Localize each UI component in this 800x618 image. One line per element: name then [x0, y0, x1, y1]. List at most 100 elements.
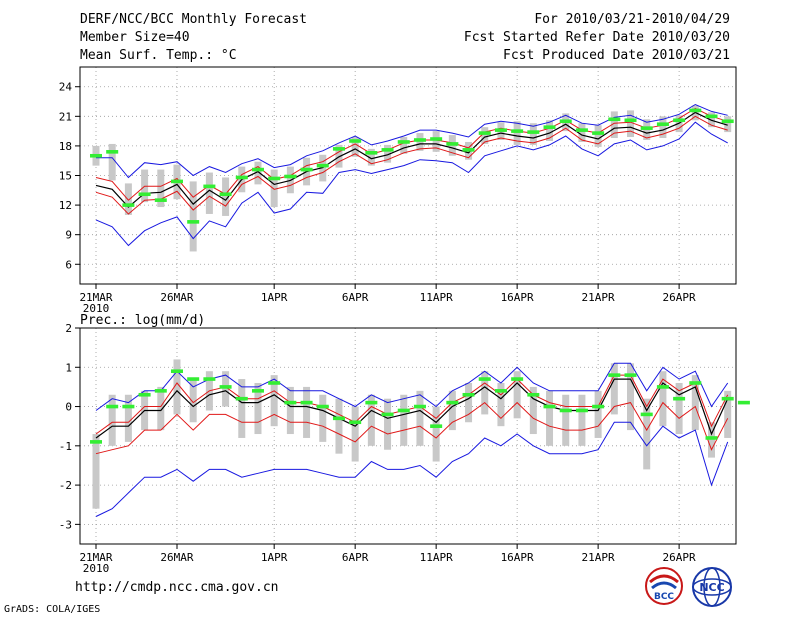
temp-range-bar: [270, 169, 278, 208]
temp-range-bar: [124, 183, 132, 215]
prec-range-bar: [529, 386, 537, 435]
temp-range-bar: [724, 116, 732, 133]
prec-range-bar: [222, 371, 230, 407]
temp-xtick-label: 6APR: [342, 291, 369, 304]
temp-observed-mark: [494, 128, 507, 132]
prec-observed-mark: [268, 381, 281, 385]
temp-ytick-label: 6: [65, 258, 72, 271]
temp-observed-mark: [527, 130, 540, 134]
temp-range-bar: [627, 110, 635, 138]
temp-range-bar: [432, 131, 440, 152]
temp-observed-mark: [559, 119, 572, 124]
temp-line-ensemble-mean: [95, 111, 728, 208]
temp-range-bar: [205, 172, 213, 214]
temp-range-bar: [578, 123, 586, 142]
prec-observed-mark: [478, 377, 491, 381]
prec-range-bar: [286, 386, 294, 435]
temp-observed-mark: [284, 174, 297, 179]
temp-line-blue-lower: [95, 121, 728, 247]
temp-line-blue-upper: [96, 103, 728, 179]
prec-observed-mark: [575, 408, 588, 413]
prec-xtick-label: 21MAR: [79, 551, 112, 564]
temp-observed-mark: [251, 167, 264, 172]
prec-line-ensemble-mean: [95, 378, 729, 439]
prec-observed-mark: [349, 420, 362, 425]
temp-observed-mark: [640, 126, 653, 130]
prec-observed-mark: [332, 416, 345, 421]
temp-range-bar: [659, 116, 667, 139]
temp-range-bar: [157, 169, 165, 208]
temp-observed-mark: [592, 131, 605, 135]
temperature-panel: 6 9 12 15 18 21 24 21MAR 26MAR 1APR 6APR 11APR 16APR…: [59, 66, 737, 315]
temp-observed-mark: [316, 163, 329, 168]
temp-xtick-label: 26APR: [663, 291, 696, 304]
temp-year-label: 2010: [83, 302, 110, 315]
prec-observed-mark: [559, 408, 572, 413]
temp-observed-mark: [689, 108, 702, 113]
temp-xtick-label: 1APR: [261, 291, 288, 304]
prec-observed-mark: [235, 396, 248, 401]
grads-credit: GrADS: COLA/IGES: [4, 604, 101, 615]
prec-ytick-label: 1: [65, 361, 72, 374]
prec-observed-mark: [705, 436, 718, 440]
prec-range-bar: [513, 371, 521, 419]
temp-observed-mark: [106, 150, 119, 154]
temp-range-bar: [254, 161, 262, 185]
prec-range-bar: [351, 406, 359, 462]
temp-range-bar: [351, 137, 359, 157]
ncc-logo-text: NCC: [699, 581, 724, 594]
temp-observed-mark: [430, 137, 443, 141]
prec-observed-mark: [90, 440, 102, 444]
prec-range-bar: [497, 382, 505, 427]
temp-ytick-label: 12: [59, 199, 72, 212]
prec-range-bar: [157, 386, 165, 431]
temp-observed-mark: [397, 140, 410, 144]
prec-observed-mark: [413, 404, 426, 409]
prec-observed-mark: [446, 400, 459, 405]
temp-ytick-label: 24: [59, 81, 73, 94]
prec-range-bar: [238, 379, 246, 438]
temp-ytick-label: 21: [59, 110, 72, 123]
prec-xtick-label: 16APR: [501, 551, 534, 564]
temp-ytick-label: 9: [65, 229, 72, 242]
prec-range-bar: [627, 363, 635, 431]
prec-range-bar: [643, 398, 651, 470]
temp-range-bar: [189, 181, 197, 252]
prec-range-bar: [124, 394, 132, 442]
prec-observed-mark: [494, 389, 507, 393]
prec-line-blue-upper: [95, 362, 729, 411]
prec-range-bar: [432, 406, 440, 462]
prec-observed-mark: [122, 404, 135, 409]
temp-observed-mark: [170, 179, 183, 184]
prec-observed-mark: [170, 369, 183, 373]
prec-xtick-label: 1APR: [261, 551, 288, 564]
prec-range-bar: [400, 394, 408, 446]
temp-observed-mark: [673, 118, 686, 123]
prec-year-label: 2010: [83, 562, 110, 575]
temp-xtick-label: 16APR: [501, 291, 534, 304]
prec-range-bar: [578, 394, 586, 446]
prec-observed-mark: [381, 412, 394, 417]
temp-observed-mark: [575, 128, 588, 132]
forecast-period: For 2010/03/21-2010/04/29: [534, 12, 730, 27]
precipitation-panel: -3 -2 -1 0 1 2 21MAR 26MAR 1APR 6APR 11APR 16APR 21A…: [59, 322, 750, 575]
website-url[interactable]: http://cmdp.ncc.cma.gov.cn: [75, 580, 279, 595]
temp-xtick-label: 11APR: [420, 291, 453, 304]
prec-observed-mark: [106, 404, 119, 409]
prec-range-bar: [562, 394, 570, 446]
temp-observed-mark: [268, 176, 281, 181]
forecast-produced-date: Fcst Produced Date 2010/03/21: [503, 48, 730, 63]
forecast-start-date: Fcst Started Refer Date 2010/03/20: [463, 30, 730, 45]
temp-observed-mark: [656, 122, 669, 127]
temp-observed-mark: [349, 139, 362, 143]
temp-range-bar: [108, 143, 116, 181]
prec-range-bar: [335, 398, 343, 454]
temp-observed-mark: [478, 131, 491, 135]
prec-ytick-label: -2: [59, 479, 72, 492]
prec-frame: [79, 327, 737, 545]
temp-range-bar: [513, 121, 521, 145]
temp-observed-mark: [543, 125, 556, 129]
precip-panel-title: Prec.: log(mm/d): [80, 313, 205, 328]
prec-xtick-label: 11APR: [420, 551, 453, 564]
temp-range-bar: [400, 137, 408, 154]
